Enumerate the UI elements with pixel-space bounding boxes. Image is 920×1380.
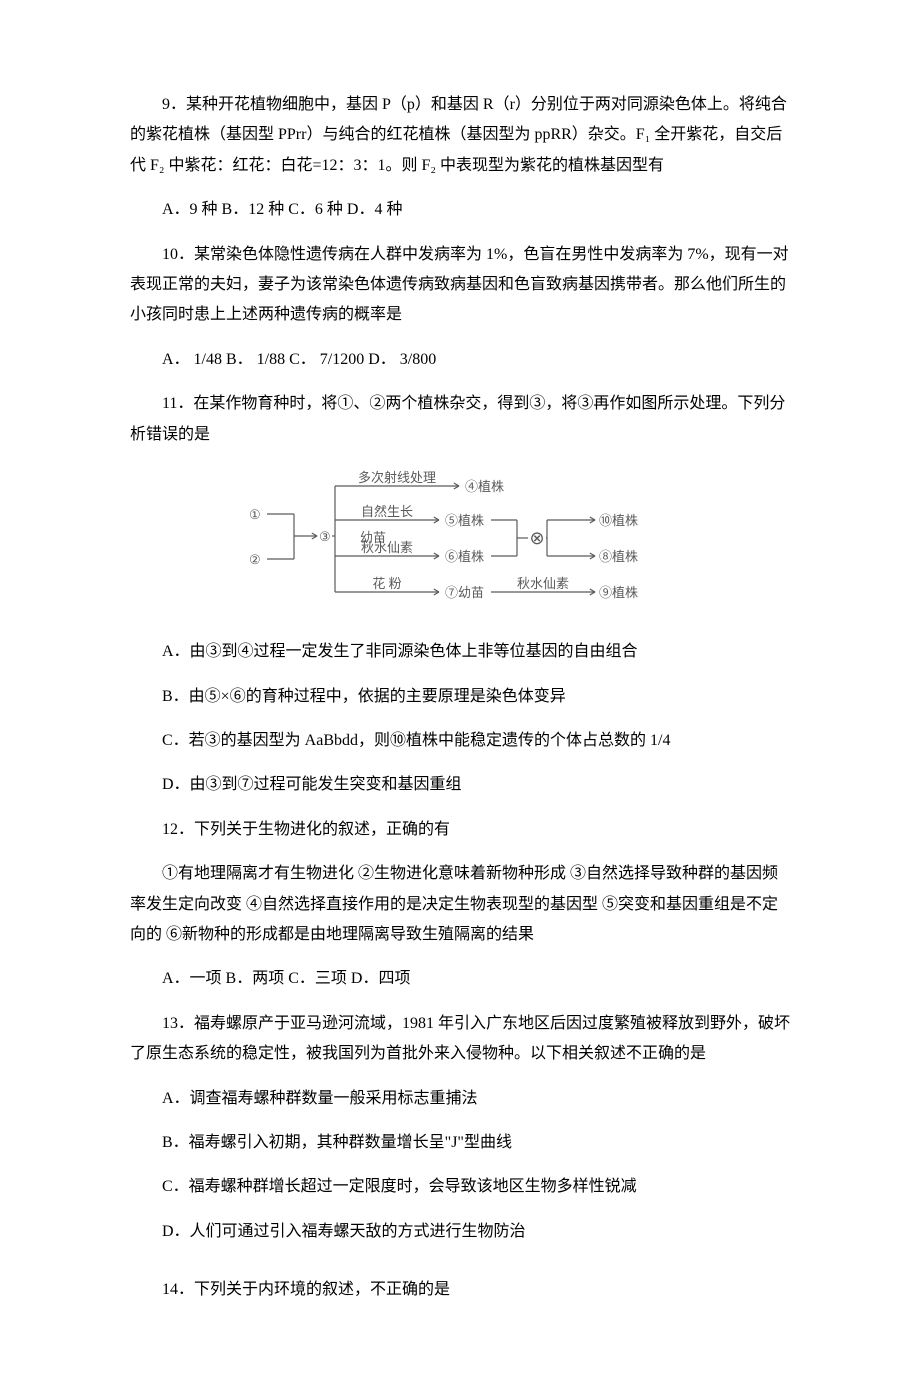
svg-text:⑦幼苗: ⑦幼苗 [445, 585, 484, 600]
q13-optC: C．福寿螺种群增长超过一定限度时，会导致该地区生物多样性锐减 [130, 1172, 790, 1202]
q12-stem: 12．下列关于生物进化的叙述，正确的有 [130, 815, 790, 845]
svg-text:花 粉: 花 粉 [372, 576, 401, 591]
svg-text:⑩植株: ⑩植株 [599, 513, 638, 528]
q11-diagram: ①②③多次射线处理④植株自然生长⑤植株幼苗秋水仙素⑥植株花 粉⑦幼苗⊗⑩植株⑧植… [130, 464, 790, 625]
svg-text:自然生长: 自然生长 [361, 504, 413, 519]
svg-text:②: ② [249, 552, 261, 567]
svg-text:⑤植株: ⑤植株 [445, 513, 484, 528]
q11-optA: A．由③到④过程一定发生了非同源染色体上非等位基因的自由组合 [130, 637, 790, 667]
svg-text:⊗: ⊗ [529, 528, 544, 548]
svg-text:⑧植株: ⑧植株 [599, 549, 638, 564]
svg-text:④植株: ④植株 [465, 479, 504, 494]
svg-text:③: ③ [319, 529, 331, 544]
q13-optA: A．调查福寿螺种群数量一般采用标志重捕法 [130, 1084, 790, 1114]
q11-optD: D．由③到⑦过程可能发生突变和基因重组 [130, 770, 790, 800]
q11-optB: B．由⑤×⑥的育种过程中，依据的主要原理是染色体变异 [130, 682, 790, 712]
q9-stem: 9．某种开花植物细胞中，基因 P（p）和基因 R（r）分别位于两对同源染色体上。… [130, 90, 790, 181]
q11-stem: 11．在某作物育种时，将①、②两个植株杂交，得到③，将③再作如图所示处理。下列分… [130, 389, 790, 450]
q11-optC: C．若③的基因型为 AaBbdd，则⑩植株中能稳定遗传的个体占总数的 1/4 [130, 726, 790, 756]
svg-text:⑨植株: ⑨植株 [599, 585, 638, 600]
q13-optB: B．福寿螺引入初期，其种群数量增长呈"J"型曲线 [130, 1128, 790, 1158]
svg-text:⑥植株: ⑥植株 [445, 549, 484, 564]
q13-stem: 13．福寿螺原产于亚马逊河流域，1981 年引入广东地区后因过度繁殖被释放到野外… [130, 1009, 790, 1070]
q9-options: A．9 种 B．12 种 C．6 种 D．4 种 [130, 195, 790, 225]
q10-stem: 10．某常染色体隐性遗传病在人群中发病率为 1%，色盲在男性中发病率为 7%，现… [130, 240, 790, 331]
q12-options: A．一项 B．两项 C．三项 D．四项 [130, 964, 790, 994]
svg-text:秋水仙素: 秋水仙素 [361, 540, 413, 555]
svg-text:秋水仙素: 秋水仙素 [517, 576, 569, 591]
q13-optD: D．人们可通过引入福寿螺天敌的方式进行生物防治 [130, 1217, 790, 1247]
svg-text:①: ① [249, 507, 261, 522]
q14-stem: 14．下列关于内环境的叙述，不正确的是 [130, 1275, 790, 1305]
svg-text:多次射线处理: 多次射线处理 [358, 470, 436, 485]
q10-options: A． 1/48 B． 1/88 C． 7/1200 D． 3/800 [130, 345, 790, 375]
q12-body: ①有地理隔离才有生物进化 ②生物进化意味着新物种形成 ③自然选择导致种群的基因频… [130, 859, 790, 950]
